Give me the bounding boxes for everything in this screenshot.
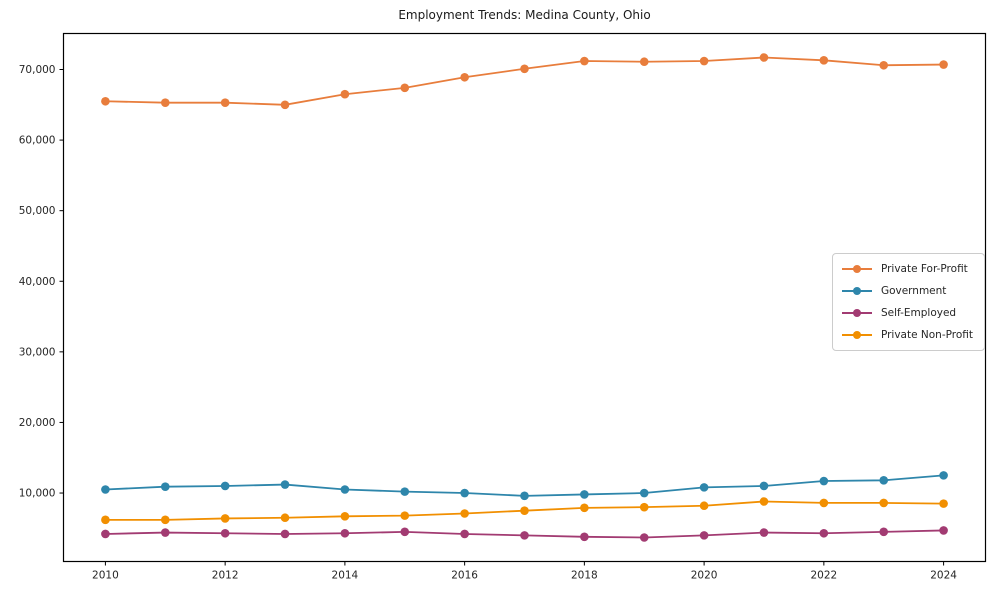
data-point bbox=[879, 498, 889, 508]
data-point bbox=[639, 533, 649, 542]
y-tick-label: 20,000 bbox=[19, 417, 56, 429]
data-point bbox=[340, 89, 350, 99]
data-point bbox=[759, 528, 769, 537]
data-point bbox=[580, 490, 589, 499]
y-tick-label: 30,000 bbox=[19, 346, 56, 358]
data-point bbox=[460, 72, 469, 82]
data-point bbox=[160, 482, 170, 491]
legend-label: Private For-Profit bbox=[880, 263, 968, 275]
data-point bbox=[400, 527, 410, 537]
data-point bbox=[460, 529, 469, 539]
data-point bbox=[460, 488, 469, 498]
data-point bbox=[101, 529, 110, 539]
data-point bbox=[639, 488, 649, 498]
legend-item-private-non-profit: Private Non-Profit bbox=[841, 327, 973, 343]
data-point bbox=[639, 502, 649, 512]
data-point bbox=[160, 515, 170, 525]
data-point bbox=[101, 515, 110, 525]
data-point bbox=[340, 528, 350, 538]
data-point bbox=[280, 513, 290, 523]
data-point bbox=[879, 527, 889, 537]
data-point bbox=[280, 480, 290, 489]
x-tick-label: 2018 bbox=[571, 570, 598, 582]
data-point bbox=[939, 499, 948, 508]
legend-label: Private Non-Profit bbox=[880, 329, 973, 341]
y-tick-label: 60,000 bbox=[19, 135, 56, 147]
data-point bbox=[699, 56, 709, 66]
x-tick-label: 2016 bbox=[451, 570, 478, 582]
data-point bbox=[520, 64, 529, 74]
data-point bbox=[400, 487, 410, 496]
data-point bbox=[939, 60, 948, 69]
y-tick-label: 70,000 bbox=[19, 64, 56, 76]
y-tick-label: 10,000 bbox=[19, 488, 56, 500]
data-point bbox=[400, 83, 410, 93]
data-point bbox=[400, 511, 410, 520]
x-tick-label: 2014 bbox=[332, 570, 359, 582]
data-point bbox=[939, 471, 948, 480]
data-point bbox=[819, 56, 829, 65]
data-point bbox=[101, 485, 110, 494]
data-point bbox=[819, 498, 829, 508]
plot-border bbox=[62, 32, 987, 563]
data-point bbox=[460, 509, 469, 518]
data-point bbox=[220, 514, 230, 523]
x-tick-label: 2024 bbox=[930, 570, 957, 582]
x-tick-label: 2012 bbox=[212, 570, 239, 582]
data-point bbox=[759, 481, 769, 491]
data-point bbox=[759, 497, 769, 506]
data-point bbox=[699, 501, 709, 511]
legend-item-private-for-profit: Private For-Profit bbox=[841, 261, 973, 277]
data-point bbox=[819, 476, 829, 486]
data-point bbox=[879, 476, 889, 485]
data-point bbox=[699, 483, 709, 492]
data-point bbox=[340, 512, 350, 521]
data-point bbox=[639, 57, 649, 67]
legend-line-marker-icon bbox=[841, 286, 872, 296]
data-point bbox=[580, 56, 589, 66]
data-point bbox=[101, 96, 110, 106]
x-tick-label: 2020 bbox=[691, 570, 718, 582]
legend-item-government: Government bbox=[841, 283, 973, 299]
legend-line-marker-icon bbox=[841, 330, 872, 340]
data-point bbox=[520, 491, 529, 501]
data-point bbox=[819, 528, 829, 538]
legend-item-self-employed: Self-Employed bbox=[841, 305, 973, 321]
legend-label: Self-Employed bbox=[880, 307, 957, 319]
data-point bbox=[939, 526, 948, 535]
y-tick-label: 40,000 bbox=[19, 276, 56, 288]
data-point bbox=[220, 528, 230, 538]
data-point bbox=[580, 503, 589, 513]
x-tick-label: 2010 bbox=[92, 570, 119, 582]
x-tick-label: 2022 bbox=[810, 570, 837, 582]
data-point bbox=[160, 98, 170, 107]
data-point bbox=[280, 100, 290, 110]
legend-line-marker-icon bbox=[841, 308, 872, 318]
chart-title: Employment Trends: Medina County, Ohio bbox=[398, 8, 651, 22]
legend-label: Government bbox=[880, 285, 947, 297]
data-point bbox=[580, 532, 589, 542]
data-point bbox=[759, 53, 769, 62]
data-point bbox=[520, 506, 529, 515]
data-point bbox=[340, 485, 350, 494]
data-point bbox=[160, 528, 170, 537]
data-point bbox=[879, 60, 889, 70]
legend-line-marker-icon bbox=[841, 264, 872, 274]
data-point bbox=[520, 531, 529, 540]
chart-legend: Private For-Profit Government Self-Employe… bbox=[831, 253, 985, 351]
data-point bbox=[220, 481, 230, 491]
data-point bbox=[220, 98, 230, 107]
y-tick-label: 50,000 bbox=[19, 205, 56, 217]
data-point bbox=[699, 531, 709, 540]
data-point bbox=[280, 529, 290, 539]
